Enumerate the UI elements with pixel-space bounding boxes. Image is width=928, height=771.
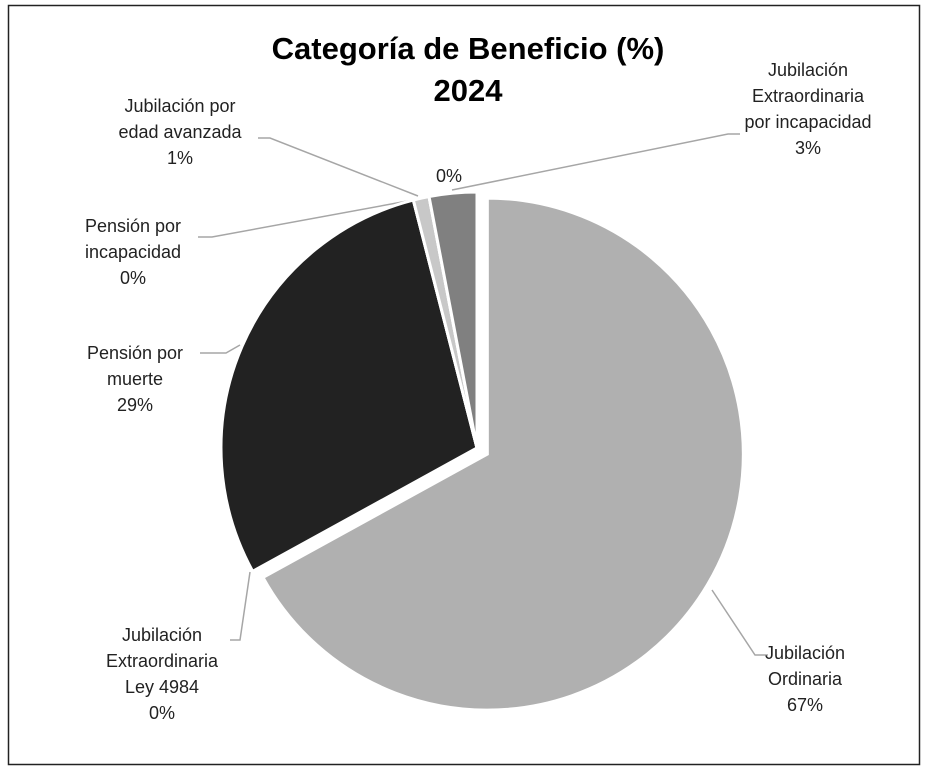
category-label: Jubilación Extraordinaria por incapacida…: [744, 60, 872, 132]
pie-slice: [427, 190, 479, 449]
category-label: Jubilación por edad avanzada: [118, 96, 242, 142]
category-label: Jubilación Ordinaria: [764, 643, 846, 689]
slice-label: 0%: [339, 163, 559, 189]
slice-label: Jubilación por edad avanzada 1%: [70, 93, 290, 171]
value-label: 67%: [786, 695, 824, 715]
value-label: 0%: [435, 166, 462, 186]
leader-line: [451, 133, 740, 191]
leader-line: [200, 344, 241, 354]
value-label: 1%: [166, 148, 193, 168]
value-label: 0%: [119, 268, 146, 288]
leader-line: [230, 571, 251, 641]
value-label: 29%: [116, 395, 154, 415]
leader-line: [198, 199, 414, 238]
value-label: 0%: [148, 703, 175, 723]
category-label: Pensión por incapacidad: [84, 216, 182, 262]
pie-slice: [260, 196, 745, 712]
chart-title: Categoría de Beneficio (%) 2024: [258, 28, 678, 112]
value-label: 3%: [794, 138, 821, 158]
category-label: Pensión por muerte: [86, 343, 184, 389]
category-label: Jubilación Extraordinaria Ley 4984: [105, 625, 219, 697]
slice-label: Jubilación Extraordinaria por incapacida…: [698, 57, 918, 161]
pie-slice: [219, 198, 479, 574]
slice-label: Pensión por muerte 29%: [25, 340, 245, 418]
slice-label: Pensión por incapacidad 0%: [23, 213, 243, 291]
leader-line: [711, 589, 768, 656]
leader-line: [258, 137, 419, 197]
leader-lines: [198, 133, 768, 656]
slice-label: Jubilación Ordinaria 67%: [695, 640, 915, 718]
slice-label: Jubilación Extraordinaria Ley 4984 0%: [52, 622, 272, 726]
